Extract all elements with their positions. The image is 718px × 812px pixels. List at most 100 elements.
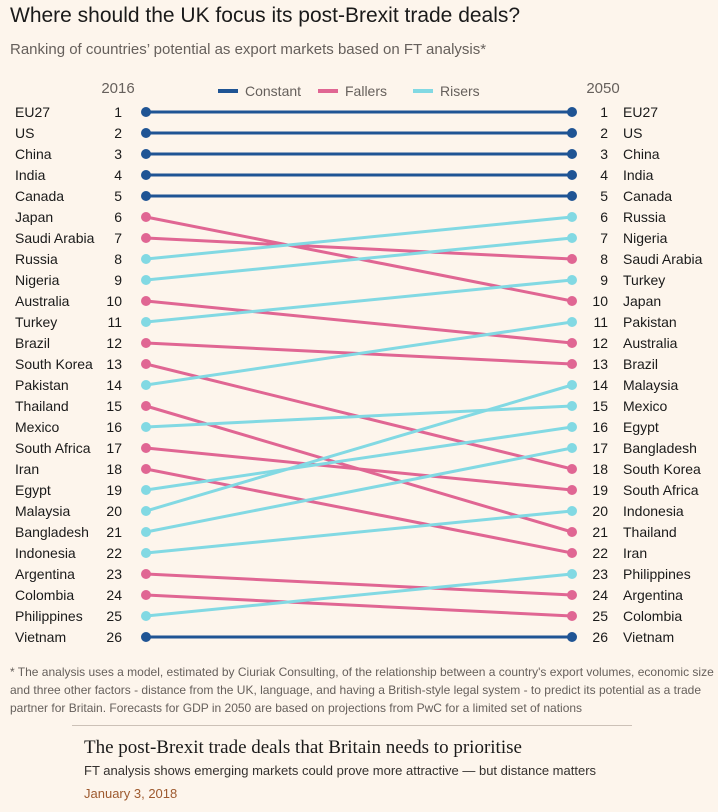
- country-label-2050: EU27: [623, 104, 658, 120]
- point-2050: [567, 611, 577, 621]
- rank-label-2016: 11: [107, 314, 122, 330]
- point-2016: [141, 443, 151, 453]
- slope-line: [145, 299, 573, 345]
- point-2050: [567, 317, 577, 327]
- country-label-2016: Egypt: [15, 482, 51, 498]
- article-standfirst: FT analysis shows emerging markets could…: [84, 763, 597, 778]
- point-2016: [141, 296, 151, 306]
- rank-label-2016: 18: [106, 461, 122, 477]
- country-label-2016: South Africa: [15, 440, 91, 456]
- slope-line: [145, 446, 573, 492]
- rank-label-2016: 19: [106, 482, 122, 498]
- point-2016: [141, 485, 151, 495]
- point-2050: [567, 359, 577, 369]
- point-2016: [141, 338, 151, 348]
- chart-title: Where should the UK focus its post-Brexi…: [10, 4, 521, 27]
- article-headline[interactable]: The post-Brexit trade deals that Britain…: [84, 737, 522, 758]
- country-label-2016: Australia: [15, 293, 70, 309]
- country-label-2050: Turkey: [623, 272, 665, 288]
- rank-label-2016: 14: [106, 377, 122, 393]
- rank-label-2050: 5: [600, 188, 608, 204]
- slope-line: [145, 215, 573, 261]
- country-label-2050: Japan: [623, 293, 661, 309]
- country-label-2050: Brazil: [623, 356, 658, 372]
- point-2050: [567, 569, 577, 579]
- country-label-2016: Indonesia: [15, 545, 76, 561]
- rank-label-2016: 2: [114, 125, 122, 141]
- rank-label-2050: 9: [600, 272, 608, 288]
- point-2050: [567, 275, 577, 285]
- country-label-2050: Nigeria: [623, 230, 668, 246]
- year-label-left: 2016: [101, 80, 134, 97]
- point-2016: [141, 254, 151, 264]
- rank-label-2050: 23: [592, 566, 608, 582]
- rank-label-2050: 19: [592, 482, 608, 498]
- rank-label-2050: 13: [592, 356, 608, 372]
- point-2050: [567, 128, 577, 138]
- rank-label-2050: 14: [592, 377, 608, 393]
- rank-label-2050: 6: [600, 209, 608, 225]
- country-label-2050: Mexico: [623, 398, 668, 414]
- point-2016: [141, 380, 151, 390]
- point-2016: [141, 212, 151, 222]
- point-2050: [567, 632, 577, 642]
- footnote: * The analysis uses a model, estimated b…: [10, 665, 714, 715]
- rank-label-2050: 3: [600, 146, 608, 162]
- point-2016: [141, 170, 151, 180]
- point-2016: [141, 527, 151, 537]
- legend-label-risers: Risers: [440, 83, 480, 99]
- slope-line: [145, 236, 573, 261]
- point-2050: [567, 422, 577, 432]
- rank-label-2016: 1: [114, 104, 122, 120]
- country-label-2016: Russia: [15, 251, 58, 267]
- point-2016: [141, 464, 151, 474]
- point-2050: [567, 233, 577, 243]
- rank-label-2050: 1: [600, 104, 608, 120]
- country-label-2016: EU27: [15, 104, 50, 120]
- rank-label-2016: 6: [114, 209, 122, 225]
- rank-label-2016: 13: [106, 356, 122, 372]
- country-label-2050: Thailand: [623, 524, 677, 540]
- country-label-2016: India: [15, 167, 46, 183]
- country-label-2050: Bangladesh: [623, 440, 697, 456]
- point-2016: [141, 107, 151, 117]
- point-2016: [141, 569, 151, 579]
- country-label-2050: Iran: [623, 545, 647, 561]
- rank-label-2016: 8: [114, 251, 122, 267]
- country-label-2016: Japan: [15, 209, 53, 225]
- point-2050: [567, 548, 577, 558]
- slope-line: [145, 572, 573, 618]
- point-2050: [567, 149, 577, 159]
- point-2016: [141, 149, 151, 159]
- slope-line: [145, 446, 573, 534]
- point-2016: [141, 317, 151, 327]
- rank-label-2016: 9: [114, 272, 122, 288]
- slope-line: [145, 572, 573, 597]
- country-label-2016: Nigeria: [15, 272, 60, 288]
- country-label-2016: US: [15, 125, 34, 141]
- point-2016: [141, 422, 151, 432]
- rank-label-2050: 15: [592, 398, 608, 414]
- country-label-2016: Vietnam: [15, 629, 66, 645]
- rank-label-2016: 21: [106, 524, 122, 540]
- country-label-2016: Malaysia: [15, 503, 70, 519]
- point-2050: [567, 485, 577, 495]
- slope-line: [145, 236, 573, 282]
- point-2050: [567, 296, 577, 306]
- rank-label-2016: 15: [106, 398, 122, 414]
- rank-label-2050: 12: [592, 335, 608, 351]
- slope-line: [145, 593, 573, 618]
- country-label-2050: Colombia: [623, 608, 682, 624]
- country-label-2050: Argentina: [623, 587, 683, 603]
- slope-line: [145, 509, 573, 555]
- point-2016: [141, 359, 151, 369]
- rank-label-2050: 25: [592, 608, 608, 624]
- point-2050: [567, 170, 577, 180]
- country-label-2050: Pakistan: [623, 314, 677, 330]
- country-label-2016: South Korea: [15, 356, 93, 372]
- point-2016: [141, 401, 151, 411]
- country-label-2050: Malaysia: [623, 377, 678, 393]
- country-label-2050: Russia: [623, 209, 666, 225]
- rank-label-2016: 5: [114, 188, 122, 204]
- country-label-2016: Argentina: [15, 566, 75, 582]
